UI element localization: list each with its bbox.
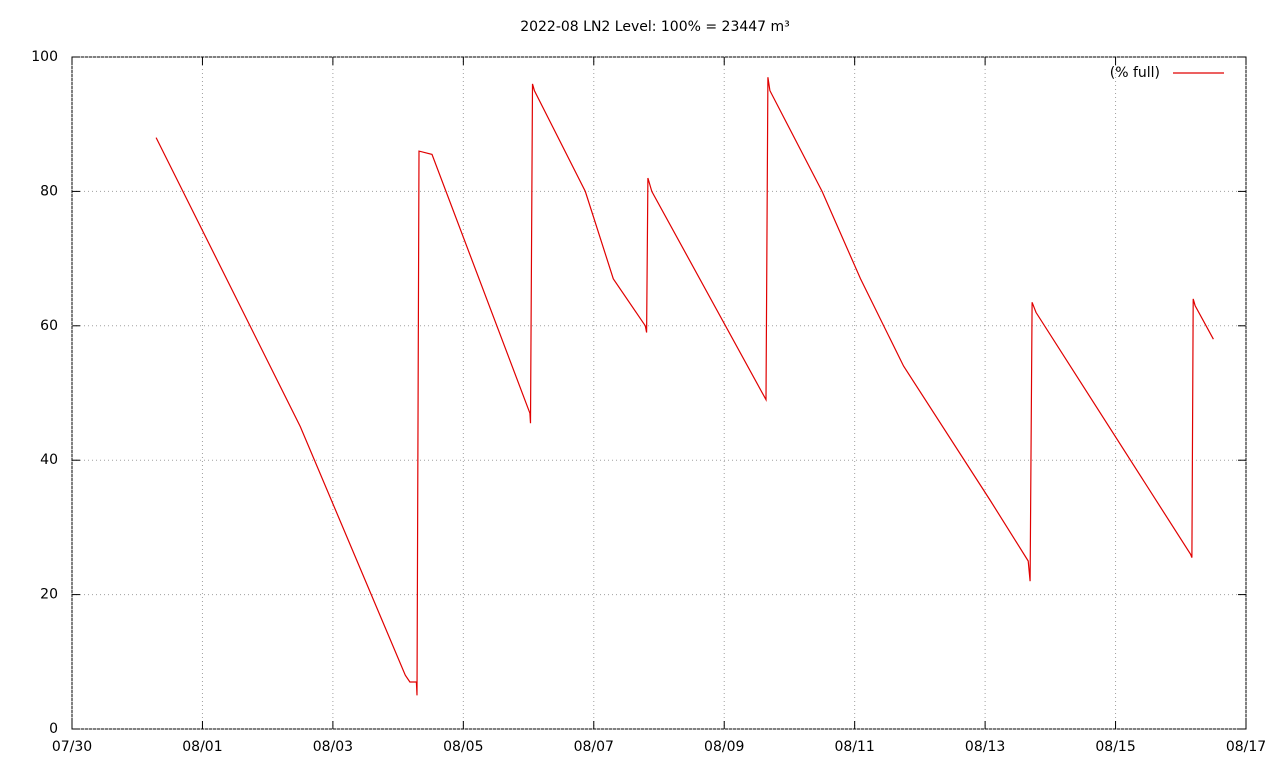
plot-frame [71,56,1247,730]
x-tick-label: 08/17 [1226,739,1266,755]
y-tick-label: 20 [40,587,58,603]
x-tick-label: 08/09 [704,739,744,755]
x-tick-label: 07/30 [52,739,92,755]
x-tick-label: 08/01 [182,739,222,755]
y-tick-label: 100 [31,49,58,65]
y-tick-label: 40 [40,452,58,468]
legend-label: (% full) [1110,65,1160,81]
y-tick-label: 80 [40,183,58,199]
x-tick-label: 08/05 [443,739,483,755]
x-tick-label: 08/07 [574,739,614,755]
x-tick-label: 08/15 [1095,739,1135,755]
x-tick-label: 08/13 [965,739,1005,755]
x-tick-label: 08/11 [834,739,874,755]
x-tick-label: 08/03 [313,739,353,755]
y-tick-label: 60 [40,318,58,334]
chart-title: 2022-08 LN2 Level: 100% = 23447 m³ [520,19,790,35]
data-line [155,77,1214,696]
y-tick-label: 0 [49,721,58,737]
